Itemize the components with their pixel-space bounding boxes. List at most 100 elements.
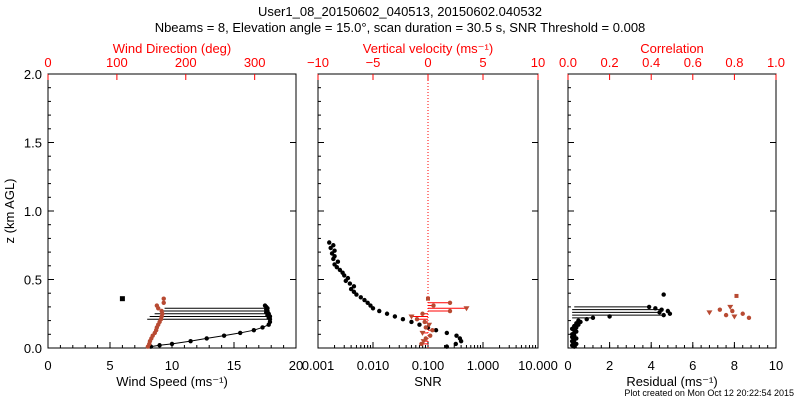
data-point [717,307,723,312]
data-point [447,308,453,314]
top-tick-label: 0.6 [684,55,702,70]
top-axis-label: Correlation [640,41,704,56]
data-point [740,311,745,316]
data-point [453,341,458,347]
data-point [423,336,428,341]
top-tick-label: 10 [531,55,545,70]
data-point [159,308,164,314]
y-axis-label: z (km AGL) [2,178,17,243]
data-point [454,333,459,338]
data-point [331,243,336,248]
data-point [351,284,357,289]
data-point [422,319,427,325]
y-tick-label: 0.5 [24,273,42,288]
x-axis-label: Residual (ms⁻¹) [626,374,717,389]
x-tick-label: 10 [769,358,783,373]
data-point [337,267,343,273]
panel-frame [47,73,297,349]
data-point [161,296,166,301]
chart-title: User1_08_20150602_040513, 20150602.04053… [257,4,543,19]
y-tick-label: 2.0 [24,67,42,82]
x-tick-label: 5 [106,358,113,373]
data-point [260,325,265,330]
data-point [251,327,257,333]
data-point [327,240,332,245]
data-point [332,262,337,267]
data-point [430,327,435,333]
data-point [428,333,433,338]
data-point [221,333,227,338]
top-tick-label: 300 [244,55,266,70]
data-point [576,318,581,323]
data-point [419,330,426,336]
data-point [409,319,414,325]
data-point [188,338,193,344]
data-point [646,304,652,310]
data-point [414,317,420,322]
data-point [408,314,415,320]
data-point [661,292,666,297]
top-tick-label: 0.2 [601,55,619,70]
data-point [723,312,729,318]
data-point [727,304,734,310]
data-point [262,303,268,308]
data-point [444,344,450,349]
data-point [169,341,175,347]
top-tick-label: 5 [479,55,486,70]
top-tick-label: 0 [44,55,51,70]
top-tick-label: 200 [175,55,197,70]
top-tick-label: 0.4 [642,55,660,70]
data-point [706,310,713,316]
data-point [731,314,738,320]
x-axis-label: SNR [414,374,441,389]
data-point [365,300,370,305]
data-point [419,341,424,347]
x-tick-label: 8 [731,358,738,373]
data-point [392,314,398,319]
x-tick-label: 20 [289,358,303,373]
x-tick-label: 2 [606,358,613,373]
x-tick-label: 1.000 [467,358,500,373]
series-line [150,305,271,348]
data-point [154,303,160,308]
data-point [351,289,357,295]
data-point [746,315,752,321]
chart-subtitle: Nbeams = 8, Elevation angle = 15.0°, sca… [154,20,646,35]
top-tick-label: 100 [106,55,128,70]
x-tick-label: 0 [564,358,571,373]
data-point [590,315,596,321]
x-tick-label: 6 [689,358,696,373]
data-point [161,300,166,305]
y-tick-label: 1.5 [24,136,42,151]
data-point [431,303,436,308]
top-tick-label: 0.8 [725,55,743,70]
y-tick-label: 0.0 [24,341,42,356]
data-point [730,308,735,314]
data-point [426,322,433,328]
x-tick-label: 15 [227,358,241,373]
top-axis-label: Wind Direction (deg) [113,41,232,56]
data-point [457,336,463,341]
data-point [400,317,406,322]
data-point [238,330,243,336]
data-point [358,295,363,300]
x-tick-label: 0.001 [302,358,335,373]
data-point [661,312,666,318]
data-point [584,317,589,322]
data-point [420,311,425,316]
data-point [463,306,470,312]
panel-frame [317,73,539,349]
data-point [423,325,428,330]
data-point [433,327,439,333]
data-point [368,303,373,308]
data-point [734,293,739,298]
x-tick-label: 10.000 [518,358,558,373]
data-point [335,259,341,264]
data-point [362,297,367,303]
data-point [377,308,382,314]
data-point [417,322,422,327]
plot-created-stamp: Plot created on Mon Oct 12 20:22:54 2015 [624,388,794,398]
data-point [345,275,351,281]
x-tick-label: 0.100 [412,358,445,373]
